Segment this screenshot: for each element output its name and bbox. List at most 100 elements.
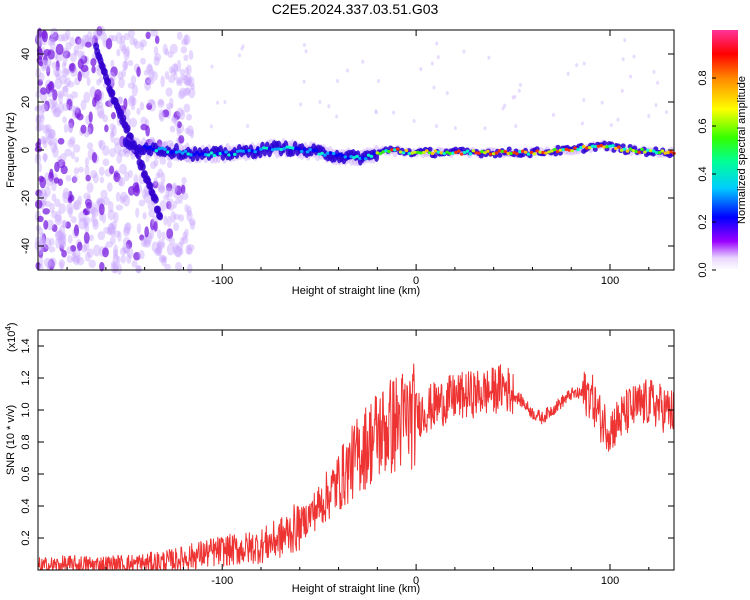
noise-blob: [72, 174, 79, 183]
main-track-core: [424, 149, 429, 153]
noise-blob: [120, 254, 126, 264]
noise-blob: [81, 244, 88, 253]
noise-blob: [144, 226, 149, 238]
noise-blob: [84, 165, 90, 177]
main-track-core: [401, 151, 406, 155]
noise-blob: [86, 182, 94, 193]
noise-blob: [58, 92, 63, 104]
main-track-core: [381, 150, 385, 154]
noise-blob: [62, 85, 69, 92]
main-track-core: [314, 148, 319, 153]
noise-blob: [168, 203, 175, 211]
noise-blob: [42, 153, 48, 161]
snr-background: [38, 330, 674, 570]
main-track-core: [273, 147, 278, 151]
noise-blob: [157, 185, 165, 193]
noise-blob: [52, 89, 58, 101]
main-track-core: [160, 146, 164, 150]
main-track-core: [518, 150, 522, 154]
main-track-core: [296, 147, 301, 151]
main-track-core: [596, 144, 601, 148]
noise-blob: [69, 136, 76, 146]
diagonal-track-blob: [105, 77, 112, 86]
noise-blob: [85, 41, 92, 48]
noise-blob: [86, 127, 92, 136]
main-track-band: [602, 140, 608, 146]
main-track-band: [497, 152, 503, 158]
noise-blob: [136, 223, 142, 235]
noise-blob: [147, 200, 155, 211]
noise-blob: [69, 245, 77, 252]
y-tick-label: 0: [20, 147, 32, 153]
noise-blob: [96, 101, 104, 109]
noise-blob: [120, 35, 126, 43]
noise-blob: [35, 123, 42, 133]
noise-blob: [85, 174, 91, 182]
noise-blob: [135, 264, 143, 274]
noise-blob: [117, 96, 123, 105]
noise-blob: [154, 35, 160, 45]
snr-multiplier: (x104): [4, 322, 18, 352]
noise-blob: [48, 246, 56, 253]
noise-blob: [38, 249, 44, 259]
noise-blob: [98, 139, 103, 148]
main-track-core: [459, 152, 464, 156]
noise-blob: [36, 243, 44, 256]
noise-blob: [116, 255, 121, 265]
noise-blob: [92, 173, 99, 184]
noise-blob: [49, 168, 54, 179]
noise-blob: [84, 157, 90, 167]
main-track-core: [145, 146, 150, 150]
main-track-core: [558, 148, 563, 152]
main-track-core: [375, 151, 380, 155]
main-track-core: [337, 152, 342, 156]
noise-blob: [123, 97, 128, 110]
noise-blob: [166, 160, 173, 169]
main-track-core: [323, 153, 327, 157]
noise-blob: [185, 87, 191, 95]
main-track-core: [468, 152, 473, 156]
noise-blob: [184, 67, 189, 75]
main-track-core: [212, 153, 217, 158]
noise-blob: [143, 239, 151, 248]
noise-blob: [186, 77, 192, 85]
noise-blob: [34, 199, 43, 209]
noise-speck: [551, 112, 555, 117]
noise-blob: [162, 43, 168, 55]
noise-blob: [91, 207, 99, 218]
main-track-core: [171, 150, 176, 154]
x-tick-label: -100: [211, 575, 233, 587]
main-track-band: [506, 146, 512, 152]
noise-speck: [302, 79, 306, 84]
noise-blob: [132, 182, 139, 192]
noise-blob: [62, 220, 68, 228]
noise-blob: [174, 117, 179, 127]
noise-blob: [161, 257, 167, 267]
noise-blob: [181, 38, 188, 46]
colorbar-ticks: 0.0 0.2 0.4 0.6 0.8: [697, 70, 716, 278]
noise-speck: [374, 110, 378, 115]
main-track-core: [142, 144, 147, 148]
y-tick-label: 1.2: [20, 370, 32, 385]
main-track-core: [520, 149, 525, 153]
noise-blob: [51, 210, 57, 219]
y-tick-label: 0.6: [20, 466, 32, 481]
main-track-core: [183, 149, 188, 153]
noise-blob: [71, 176, 78, 184]
noise-blob: [176, 107, 184, 117]
main-track-core: [538, 150, 543, 154]
noise-blob: [177, 90, 185, 100]
noise-blob: [67, 196, 73, 204]
figure-title: C2E5.2024.337.03.51.G03: [272, 1, 439, 17]
noise-blob: [140, 57, 146, 65]
noise-blob: [91, 65, 96, 74]
noise-blob: [87, 123, 94, 135]
noise-speck: [246, 124, 250, 129]
noise-blob: [83, 216, 91, 226]
noise-blob: [43, 257, 52, 268]
noise-blob: [98, 110, 105, 120]
noise-blob: [102, 114, 109, 123]
noise-speck: [299, 102, 303, 107]
main-track-core: [451, 151, 455, 155]
noise-speck: [600, 100, 604, 105]
